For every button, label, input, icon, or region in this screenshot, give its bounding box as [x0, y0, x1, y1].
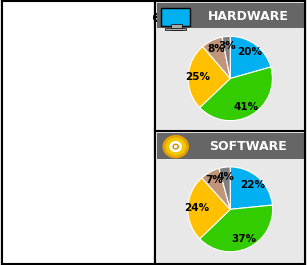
Bar	[9, 143, 147, 257]
Bar	[157, 133, 304, 159]
Text: % that rated it a C: % that rated it a C	[42, 194, 138, 204]
Text: HARDWARE: HARDWARE	[208, 10, 288, 23]
Bar	[157, 3, 304, 28]
Bar	[161, 8, 190, 26]
Bar	[165, 28, 186, 30]
Bar	[17, 171, 37, 186]
Bar	[17, 150, 37, 165]
Text: % that rated it a B: % that rated it a B	[42, 173, 138, 183]
Circle shape	[166, 138, 185, 155]
Text: % that rated it an A: % that rated it an A	[42, 152, 144, 162]
Text: SOFTWARE: SOFTWARE	[209, 140, 287, 153]
Circle shape	[163, 136, 188, 158]
Bar	[17, 212, 37, 227]
Text: % that rated it an F: % that rated it an F	[42, 236, 143, 246]
Circle shape	[170, 142, 181, 152]
Bar	[17, 233, 37, 248]
Circle shape	[175, 145, 177, 148]
Bar	[17, 191, 37, 206]
Circle shape	[173, 144, 178, 149]
Text: % that rated it a D: % that rated it a D	[42, 215, 138, 225]
Text: All Respondants:: All Respondants:	[18, 147, 124, 157]
Text: Grading Hardware
& Software Used
in the Classroom: Grading Hardware & Software Used in the …	[10, 10, 162, 65]
Bar	[171, 24, 182, 30]
